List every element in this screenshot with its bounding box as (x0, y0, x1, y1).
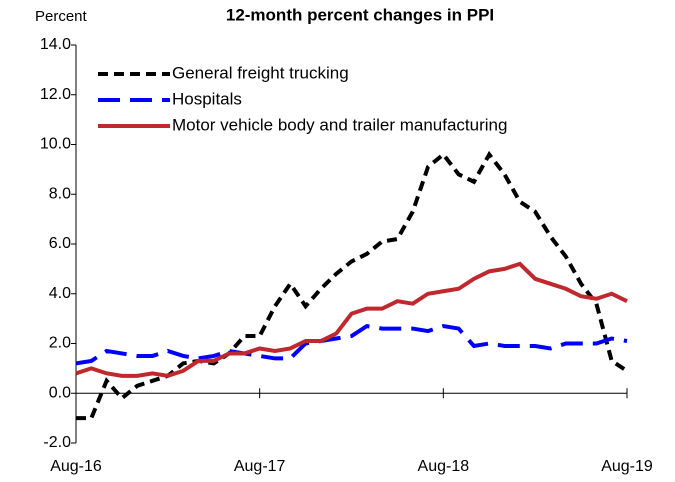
chart-title: 12-month percent changes in PPI (226, 5, 494, 24)
x-tick-label: Aug-19 (601, 458, 653, 475)
series-line (76, 150, 629, 421)
y-tick-label: 12.0 (40, 86, 71, 103)
y-tick-label: 8.0 (49, 185, 71, 202)
x-tick-label: Aug-18 (418, 458, 470, 475)
y-tick-label: 10.0 (40, 136, 71, 153)
legend-label: Hospitals (172, 89, 242, 108)
y-axis-label: Percent (35, 8, 88, 25)
legend-label: General freight trucking (172, 63, 349, 82)
y-tick-label: 0.0 (49, 384, 71, 401)
y-tick-label: -2.0 (43, 434, 71, 451)
x-tick-label: Aug-16 (50, 458, 102, 475)
legend-label: Motor vehicle body and trailer manufactu… (172, 115, 507, 134)
y-tick-label: 4.0 (49, 285, 71, 302)
series-line (75, 323, 628, 366)
y-tick-label: 14.0 (40, 36, 71, 53)
series-line (75, 261, 628, 378)
y-tick-label: 6.0 (49, 235, 71, 252)
x-tick-label: Aug-17 (234, 458, 286, 475)
y-tick-label: 2.0 (49, 335, 71, 352)
